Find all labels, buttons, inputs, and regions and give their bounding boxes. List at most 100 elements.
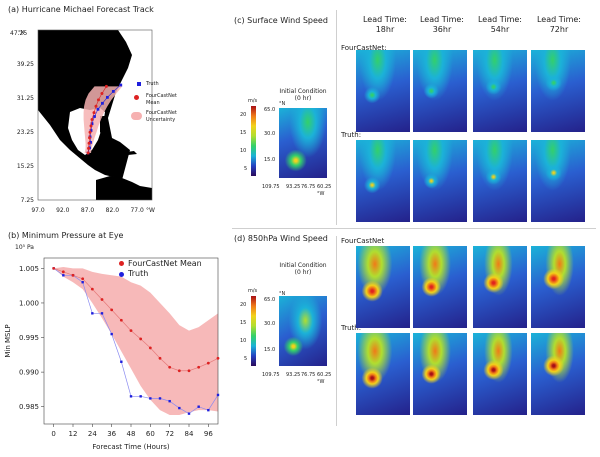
ic-c-lon-4: 60.25	[317, 184, 332, 190]
track-truth-point	[90, 122, 94, 126]
wind-map-c-fcn-2	[413, 50, 467, 132]
ic-d-lat-unit: °N	[279, 291, 286, 297]
wind-map-c-truth-1	[356, 140, 410, 222]
hispaniola	[126, 151, 137, 155]
legend-truth-marker	[133, 80, 147, 88]
panel-c-truth-label: Truth:	[341, 131, 362, 139]
pressure-mean-point	[139, 337, 143, 341]
ic-d-lon-unit: °W	[317, 379, 325, 385]
wind-map-c-truth-2	[413, 140, 467, 222]
pressure-mean-point	[100, 298, 104, 301]
track-map-frame	[37, 29, 153, 201]
pressure-truth-point	[100, 312, 104, 315]
separator-horizontal	[232, 228, 596, 229]
track-ytick: 15.25	[17, 163, 34, 170]
ic-d-lat-65: 65.0	[264, 297, 276, 303]
track-truth-point	[89, 129, 93, 132]
ic-d-lat-30: 30.0	[264, 321, 276, 327]
pressure-mean-point	[197, 365, 201, 369]
cuba	[104, 143, 125, 150]
panel-a-title: (a) Hurricane Michael Forecast Track	[8, 5, 154, 14]
cbar-d-tick-15: 15	[240, 320, 247, 326]
pressure-truth-point	[139, 395, 142, 398]
track-xtick: 77.0	[130, 207, 144, 214]
pressure-truth-point	[120, 360, 123, 363]
colorbar-c	[251, 106, 256, 176]
ic-map-c	[279, 108, 327, 178]
pacific-ocean	[38, 110, 120, 200]
track-lon-unit: °W	[146, 207, 155, 214]
lead-time-72: Lead Time: 72hr	[536, 15, 582, 34]
track-mean-point	[94, 104, 98, 108]
pressure-mean-point	[148, 346, 152, 350]
pressure-ytick-label: 0.990	[19, 369, 39, 377]
track-mean-point	[87, 146, 91, 150]
track-mean-point	[90, 117, 94, 121]
legend-b-truth-label: Truth	[128, 269, 149, 278]
track-uncertainty-band	[83, 86, 123, 154]
track-truth-point	[89, 141, 92, 144]
pressure-truth-point	[110, 332, 113, 336]
track-mean-point	[100, 92, 104, 96]
pressure-unit: 10⁵ Pa	[15, 244, 34, 251]
pressure-ytick-label: 1.000	[19, 299, 39, 307]
lead-time-18: Lead Time: 18hr	[362, 15, 408, 34]
track-ytick: 31.25	[17, 95, 34, 102]
pressure-ytick-label: 0.985	[19, 403, 39, 411]
pressure-truth-point	[149, 397, 152, 400]
wind-map-c-fcn-4	[531, 50, 585, 132]
ic-c-lat-unit: °N	[279, 101, 286, 107]
track-mean-point	[104, 84, 108, 88]
track-mean-point	[86, 151, 90, 155]
legend-uncertainty-label: FourCastNet Uncertainty	[146, 110, 177, 123]
pressure-xtick-label: 24	[88, 430, 97, 438]
pressure-truth-point	[81, 281, 84, 284]
pressure-xtick-label: 96	[204, 430, 213, 438]
legend-mean-label: FourCastNet Mean	[146, 93, 177, 106]
track-map-background	[38, 30, 152, 200]
track-mean-point	[89, 124, 93, 128]
wind-map-d-truth-4	[531, 333, 585, 415]
lead-time-36: Lead Time: 36hr	[419, 15, 465, 34]
track-truth-point	[111, 90, 115, 93]
ic-c-lon-unit: °W	[317, 191, 325, 197]
wind-map-c-fcn-1	[356, 50, 410, 132]
pressure-chart: 1.005 1.000 0.995 0.990 0.985 0 12 24 36 48 60 72 84…	[4, 257, 220, 451]
pressure-mean-point	[187, 369, 191, 373]
track-truth-point	[119, 83, 123, 87]
pressure-ylabel: Min MSLP	[4, 324, 12, 357]
ic-d-lon-2: 93.25	[286, 372, 301, 378]
cbar-c-tick-20: 20	[240, 112, 247, 118]
cbar-d-tick-10: 10	[240, 338, 247, 344]
ic-d-lon-4: 60.25	[317, 372, 332, 378]
pressure-truth-point	[158, 397, 162, 400]
track-xtick: 82.0	[106, 207, 120, 214]
pressure-mean-point	[158, 356, 162, 360]
track-map: 39.25 31.25 23.25 15.25 7.25 97.0 92.0 87.0 82.0…	[17, 29, 155, 214]
wind-map-d-truth-2	[413, 333, 467, 415]
wind-map-d-fcn-4	[531, 246, 585, 328]
ic-c-lat-30: 30.0	[264, 131, 276, 137]
panel-c-title: (c) Surface Wind Speed	[234, 16, 328, 25]
track-truth-point	[96, 107, 100, 111]
pressure-mean-point	[110, 308, 114, 312]
cbar-d-tick-20: 20	[240, 302, 247, 308]
track-mean-point	[87, 141, 91, 145]
pressure-truth-point	[197, 405, 200, 408]
track-ytick: 23.25	[17, 129, 34, 136]
pressure-ytick-label: 0.995	[19, 334, 39, 342]
track-xtick: 97.0	[31, 207, 45, 214]
track-truth-point	[105, 95, 109, 99]
pressure-xtick-label: 0	[51, 430, 55, 438]
wind-map-d-truth-3	[473, 333, 527, 415]
pressure-truth-point	[178, 406, 181, 410]
pressure-mean-line	[53, 268, 219, 372]
cbar-c-tick-10: 10	[240, 148, 247, 154]
pressure-xtick-label: 48	[127, 430, 136, 438]
legend-truth-label: Truth	[146, 81, 159, 87]
ic-title-c: Initial Condition (0 hr)	[279, 88, 327, 102]
ic-d-unit: m/s	[248, 288, 258, 294]
colorbar-d	[251, 296, 256, 366]
pressure-mean-point	[168, 365, 172, 369]
pressure-xtick-label: 84	[185, 430, 194, 438]
